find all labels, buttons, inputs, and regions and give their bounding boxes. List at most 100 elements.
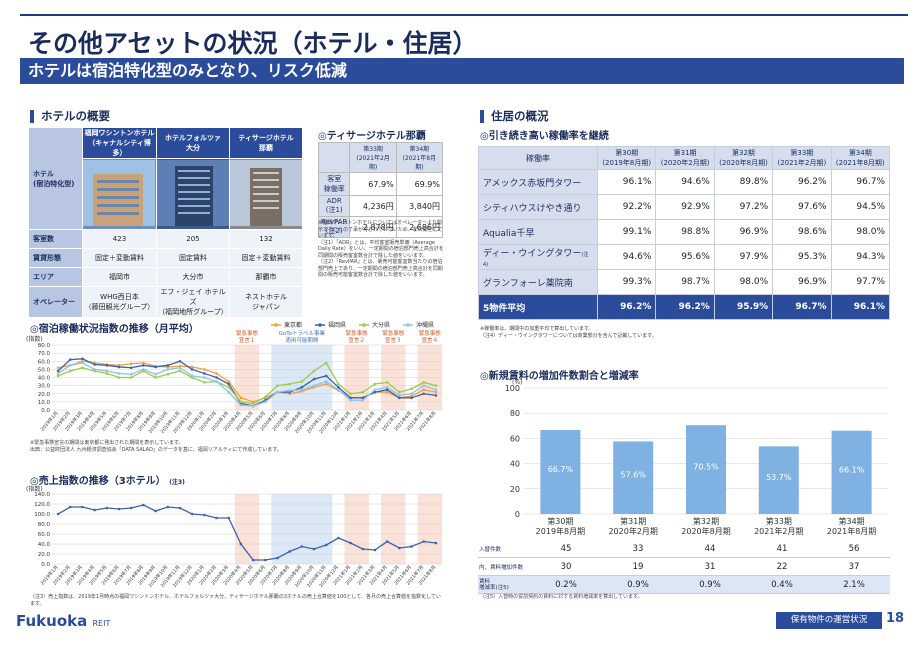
rent-cell: 19	[602, 557, 674, 576]
band-label: 宣言２	[348, 336, 365, 344]
y-tick-label: 80.0	[38, 522, 51, 528]
y-tick-label: 0.0	[41, 562, 50, 568]
data-point	[68, 369, 72, 373]
rent-cell: 0.9%	[674, 575, 746, 594]
residence-average-cell: 96.2%	[596, 294, 657, 320]
data-point	[324, 380, 328, 383]
data-point	[154, 372, 157, 376]
data-point	[190, 374, 194, 378]
data-point	[154, 509, 157, 513]
data-point	[385, 540, 389, 543]
data-point	[410, 392, 413, 396]
data-point	[263, 400, 267, 404]
residence-cell: 98.7%	[655, 269, 715, 295]
residence-cell: 94.6%	[596, 244, 657, 270]
data-point	[410, 387, 413, 391]
y-tick-label: 60	[510, 434, 520, 443]
legend-label: 沖縄県	[416, 321, 434, 329]
band-label: 宣言３	[385, 336, 402, 344]
residence-cell: 96.7%	[830, 169, 891, 195]
bar-data-label: 66.7%	[548, 465, 574, 474]
data-point	[81, 505, 84, 509]
data-point	[337, 388, 340, 391]
data-point	[203, 372, 206, 375]
rent-table: 入替件数 45 33 44 41 56 内、賃料増加件数 30 19 31 22…	[478, 540, 890, 594]
data-point	[422, 388, 426, 391]
legend-label: 大分県	[372, 321, 390, 329]
band-emergency	[344, 494, 369, 564]
footer-logo-text: Fukuoka	[16, 612, 88, 630]
residence-cell: 96.9%	[713, 219, 774, 245]
data-point	[239, 403, 243, 407]
data-point	[68, 358, 72, 361]
data-point	[154, 365, 157, 369]
residence-cell: 98.6%	[772, 219, 832, 245]
residence-cell: 97.6%	[772, 194, 832, 220]
data-point	[385, 388, 389, 391]
data-point	[178, 359, 182, 363]
tisage-note: （注1）「ADR」とは、平均客室販売単価（Average Daily Rate）…	[318, 239, 444, 259]
rent-note: （注5）入替時の従前契約の賃料に対する賃料増減率を算出しています。	[480, 594, 643, 600]
data-point	[276, 390, 279, 394]
y-tick-label: 120.0	[34, 502, 50, 508]
band-emergency	[381, 494, 406, 564]
data-point	[203, 376, 206, 379]
hotel-cell: エフ・ジェイ ホテルズ （福岡地所グループ）	[155, 286, 230, 318]
data-point	[105, 369, 109, 373]
residence-cell: 96.1%	[596, 169, 657, 195]
occupancy-note: 出典：公益財団法人 九州経済調査協会「DATA SALAD」のデータを基に、福岡…	[30, 446, 282, 453]
data-point	[166, 368, 170, 371]
page-number: 18	[886, 611, 905, 626]
data-point	[239, 396, 243, 400]
tisage-note: ※福岡ワシントンホテルについてはオペレーターより開示することの了承が得られていな…	[318, 220, 443, 239]
hotel-photo-tisage-image	[229, 160, 302, 226]
data-point	[239, 542, 243, 546]
y-tick-label: 100.0	[34, 512, 50, 518]
legend-marker	[318, 323, 322, 327]
data-point	[422, 540, 426, 543]
tisage-cell: 3,840円	[395, 195, 444, 217]
data-point	[263, 395, 267, 399]
rent-cell: 56	[818, 540, 890, 558]
page-title: その他アセットの状況（ホテル・住居）	[28, 29, 478, 58]
hotel-cell: WHG西日本 （藤田観光グループ）	[82, 286, 157, 318]
x-tick-label: 第30期	[547, 516, 573, 526]
residence-row-note: (注4)	[483, 251, 589, 268]
tisage-cell: 2,686円	[395, 216, 444, 238]
data-point	[154, 376, 157, 379]
data-point	[324, 543, 328, 547]
data-point	[215, 516, 218, 520]
rent-chart-heading: ◎新規賃料の増加件数割合と増減率	[480, 371, 639, 382]
residence-cell: 89.8%	[713, 169, 774, 195]
residence-col-header: 第30期 (2019年8月期)	[596, 146, 657, 170]
residence-cell: 94.5%	[830, 194, 891, 220]
data-point	[203, 368, 206, 371]
data-point	[142, 368, 145, 371]
residence-row-label: シティハウスけやき通り	[478, 194, 598, 220]
legend-label: 福岡県	[328, 321, 346, 329]
residence-average-cell: 96.1%	[830, 294, 891, 320]
band-label: 宣言４	[422, 336, 439, 344]
hotel-photo-washington	[82, 158, 157, 230]
y-tick-label: 60.0	[38, 359, 51, 365]
data-point	[288, 382, 291, 386]
data-point	[56, 372, 60, 375]
tisage-heading: ◎ティサージホテル那覇	[318, 131, 426, 142]
data-point	[312, 547, 316, 551]
hotel-cell: ネストホテル ジャパン	[228, 286, 304, 318]
data-point	[166, 372, 170, 376]
sales-chart-heading: ◎売上指数の推移（3ホテル） (注3)	[30, 472, 185, 487]
series-line	[57, 358, 436, 407]
residence-col-header: 第33期 (2021年2月期)	[772, 146, 832, 170]
tisage-row-label: 客室 稼働率	[317, 172, 351, 196]
data-point	[349, 392, 352, 396]
y-tick-label: 0.0	[41, 408, 50, 414]
rent-cell: 22	[746, 557, 818, 576]
tisage-notes: ※福岡ワシントンホテルについてはオペレーターより開示することの了承が得られていな…	[318, 220, 446, 279]
tisage-table-wrap: 第33期 (2021年2月期) 第34期 (2021年8月期) 客室 稼働率 6…	[317, 142, 444, 238]
data-point	[203, 513, 206, 517]
data-point	[227, 382, 231, 386]
data-point	[142, 361, 145, 365]
residence-cell: 99.1%	[596, 219, 657, 245]
series-line	[57, 504, 436, 561]
